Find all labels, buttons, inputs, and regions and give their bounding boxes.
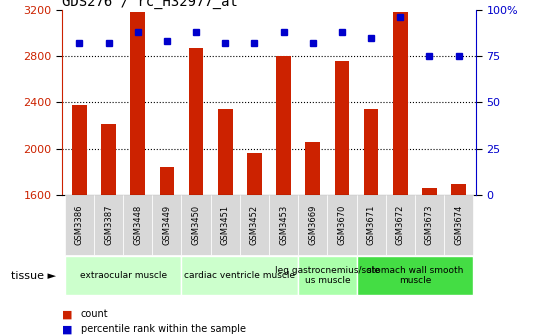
Text: GSM3453: GSM3453 <box>279 205 288 245</box>
Bar <box>386 195 415 255</box>
Bar <box>422 188 437 195</box>
Text: GSM3669: GSM3669 <box>308 205 317 245</box>
Bar <box>451 184 466 195</box>
Text: GSM3671: GSM3671 <box>366 205 376 245</box>
Bar <box>211 195 240 255</box>
Text: GSM3386: GSM3386 <box>75 205 84 245</box>
Bar <box>94 195 123 255</box>
Text: GDS276 / rc_H32977_at: GDS276 / rc_H32977_at <box>62 0 238 9</box>
Bar <box>364 110 378 195</box>
Bar <box>160 167 174 195</box>
Text: ■: ■ <box>62 309 73 319</box>
Text: percentile rank within the sample: percentile rank within the sample <box>81 324 246 334</box>
Bar <box>298 195 327 255</box>
Bar <box>444 195 473 255</box>
Bar <box>298 256 357 295</box>
Bar <box>393 12 408 195</box>
Bar <box>123 195 152 255</box>
Bar <box>335 61 349 195</box>
Bar <box>130 12 145 195</box>
Text: ■: ■ <box>62 324 73 334</box>
Text: extraocular muscle: extraocular muscle <box>80 271 167 280</box>
Text: GSM3449: GSM3449 <box>162 205 172 245</box>
Text: count: count <box>81 309 108 319</box>
Text: GSM3674: GSM3674 <box>454 205 463 245</box>
Bar <box>247 153 261 195</box>
Text: GSM3387: GSM3387 <box>104 205 113 245</box>
Bar <box>181 195 211 255</box>
Bar <box>240 195 269 255</box>
Bar <box>152 195 181 255</box>
Bar <box>357 195 386 255</box>
Bar <box>415 195 444 255</box>
Text: GSM3672: GSM3672 <box>396 205 405 245</box>
Bar <box>72 105 87 195</box>
Text: GSM3452: GSM3452 <box>250 205 259 245</box>
Bar <box>65 195 94 255</box>
Bar <box>306 142 320 195</box>
Bar <box>269 195 298 255</box>
Text: stomach wall smooth
muscle: stomach wall smooth muscle <box>367 266 463 285</box>
Bar <box>65 256 181 295</box>
Bar <box>189 48 203 195</box>
Text: GSM3673: GSM3673 <box>425 205 434 245</box>
Bar <box>357 256 473 295</box>
Text: cardiac ventricle muscle: cardiac ventricle muscle <box>184 271 295 280</box>
Bar <box>218 110 232 195</box>
Bar <box>101 124 116 195</box>
Bar <box>327 195 357 255</box>
Text: GSM3451: GSM3451 <box>221 205 230 245</box>
Text: GSM3670: GSM3670 <box>337 205 346 245</box>
Text: tissue ►: tissue ► <box>11 270 56 281</box>
Bar <box>181 256 298 295</box>
Text: GSM3450: GSM3450 <box>192 205 201 245</box>
Bar <box>277 56 291 195</box>
Text: leg gastrocnemius/sole
us muscle: leg gastrocnemius/sole us muscle <box>275 266 380 285</box>
Text: GSM3448: GSM3448 <box>133 205 142 245</box>
